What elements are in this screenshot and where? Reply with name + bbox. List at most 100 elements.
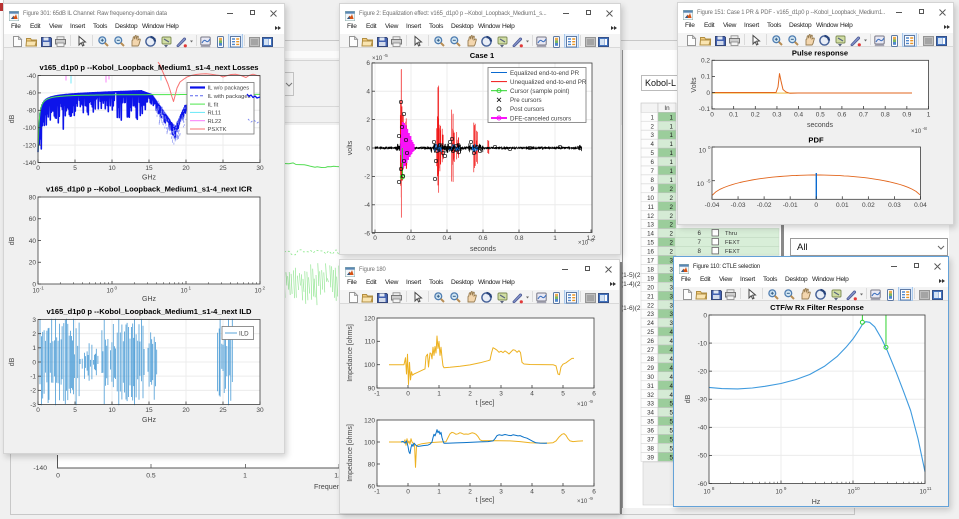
svg-text:36: 36	[647, 428, 654, 435]
svg-text:1: 1	[670, 159, 674, 166]
svg-text:14: 14	[647, 231, 654, 238]
svg-text:-4: -4	[364, 202, 370, 209]
svg-text:10: 10	[855, 486, 861, 491]
svg-text:10: 10	[919, 489, 927, 496]
svg-text:38: 38	[647, 445, 654, 452]
svg-text:20: 20	[182, 165, 190, 172]
svg-text:-2: -2	[364, 174, 370, 181]
svg-text:0: 0	[56, 473, 60, 480]
svg-text:0: 0	[703, 312, 707, 319]
svg-text:25: 25	[219, 407, 227, 414]
svg-text:v165_d1p0 p --Kobol_Loopback_M: v165_d1p0 p --Kobol_Loopback_Medium1_s1-…	[39, 63, 258, 72]
svg-text:4: 4	[651, 141, 655, 148]
svg-text:-5: -5	[706, 179, 710, 184]
svg-text:3: 3	[670, 293, 674, 300]
svg-text:5: 5	[561, 489, 565, 496]
svg-text:24: 24	[647, 320, 654, 327]
svg-text:3: 3	[499, 489, 503, 496]
svg-text:-100: -100	[23, 125, 36, 132]
svg-text:Volts: Volts	[691, 77, 698, 93]
svg-text:t [sec]: t [sec]	[476, 497, 495, 504]
svg-text:1: 1	[927, 112, 931, 119]
svg-text:120: 120	[364, 417, 375, 424]
svg-text:0.03: 0.03	[888, 202, 901, 209]
svg-text:Hz: Hz	[812, 499, 821, 506]
svg-text:seconds: seconds	[470, 246, 497, 253]
svg-text:0: 0	[36, 165, 40, 172]
svg-text:3: 3	[670, 320, 674, 327]
svg-text:10: 10	[106, 288, 114, 295]
svg-text:8: 8	[698, 248, 702, 255]
svg-text:IL with packages: IL with packages	[208, 94, 251, 100]
svg-text:39: 39	[647, 454, 654, 461]
svg-text:DFE-canceled cursors: DFE-canceled cursors	[510, 115, 571, 122]
svg-text:1: 1	[189, 286, 192, 291]
svg-text:11: 11	[648, 204, 655, 211]
svg-text:0.8: 0.8	[881, 112, 890, 119]
svg-text:PSXTK: PSXTK	[208, 127, 227, 133]
svg-text:3: 3	[670, 302, 674, 309]
svg-text:19: 19	[647, 275, 654, 282]
svg-text:-140: -140	[33, 465, 47, 472]
svg-text:5: 5	[651, 150, 655, 157]
svg-text:IL w/o packages: IL w/o packages	[208, 86, 250, 92]
svg-text:5: 5	[670, 419, 674, 426]
svg-text:GHz: GHz	[142, 417, 157, 424]
svg-text:-5: -5	[384, 53, 389, 59]
svg-text:4: 4	[366, 89, 370, 96]
svg-text:35: 35	[647, 419, 654, 426]
svg-text:0.9: 0.9	[902, 112, 911, 119]
svg-text:In: In	[664, 105, 670, 112]
svg-text:0: 0	[36, 407, 40, 414]
svg-text:13: 13	[647, 222, 654, 229]
svg-text:2: 2	[366, 117, 370, 124]
svg-text:CTF/w Rx Filter Response: CTF/w Rx Filter Response	[770, 303, 864, 312]
svg-text:GHz: GHz	[142, 175, 157, 182]
svg-text:2: 2	[670, 222, 674, 229]
svg-text:0.1: 0.1	[729, 112, 738, 119]
svg-text:7: 7	[651, 168, 655, 175]
svg-text:4: 4	[670, 392, 674, 399]
svg-text:90: 90	[368, 385, 376, 392]
svg-text:-0.01: -0.01	[783, 202, 798, 209]
svg-text:2: 2	[468, 489, 472, 496]
svg-text:2: 2	[263, 286, 266, 291]
svg-text:12: 12	[647, 213, 654, 220]
svg-text:×10: ×10	[911, 129, 922, 135]
svg-text:10: 10	[847, 489, 855, 496]
svg-text:dB: dB	[9, 357, 16, 366]
svg-text:5: 5	[670, 401, 674, 408]
svg-text:31: 31	[647, 383, 654, 390]
svg-text:30: 30	[256, 407, 264, 414]
svg-text:×10: ×10	[372, 56, 383, 62]
svg-text:0: 0	[814, 202, 818, 209]
svg-text:t [sec]: t [sec]	[476, 400, 495, 407]
svg-text:37: 37	[647, 437, 654, 444]
svg-text:-1: -1	[40, 286, 45, 291]
svg-text:2: 2	[651, 123, 655, 130]
svg-text:0.01: 0.01	[836, 202, 849, 209]
svg-text:28: 28	[647, 356, 654, 363]
svg-text:0.8: 0.8	[514, 235, 523, 242]
svg-text:26: 26	[647, 338, 654, 345]
svg-text:1: 1	[651, 114, 655, 121]
svg-text:0.02: 0.02	[862, 202, 875, 209]
svg-text:8: 8	[651, 177, 655, 184]
svg-text:10: 10	[775, 489, 783, 496]
svg-text:-50: -50	[698, 453, 708, 460]
svg-text:6: 6	[651, 159, 655, 166]
svg-text:10: 10	[108, 165, 116, 172]
svg-text:2: 2	[670, 240, 674, 247]
svg-text:-1: -1	[374, 489, 380, 496]
svg-text:×10: ×10	[577, 499, 588, 505]
svg-text:4: 4	[530, 391, 534, 398]
svg-text:4: 4	[670, 347, 674, 354]
svg-text:80: 80	[29, 194, 37, 201]
svg-text:60: 60	[368, 483, 376, 490]
svg-text:×10: ×10	[578, 241, 589, 247]
svg-text:0.4: 0.4	[442, 235, 451, 242]
svg-text:16: 16	[647, 249, 654, 256]
svg-text:1: 1	[670, 168, 674, 175]
svg-text:0.5: 0.5	[816, 112, 825, 119]
svg-text:0: 0	[706, 90, 710, 97]
